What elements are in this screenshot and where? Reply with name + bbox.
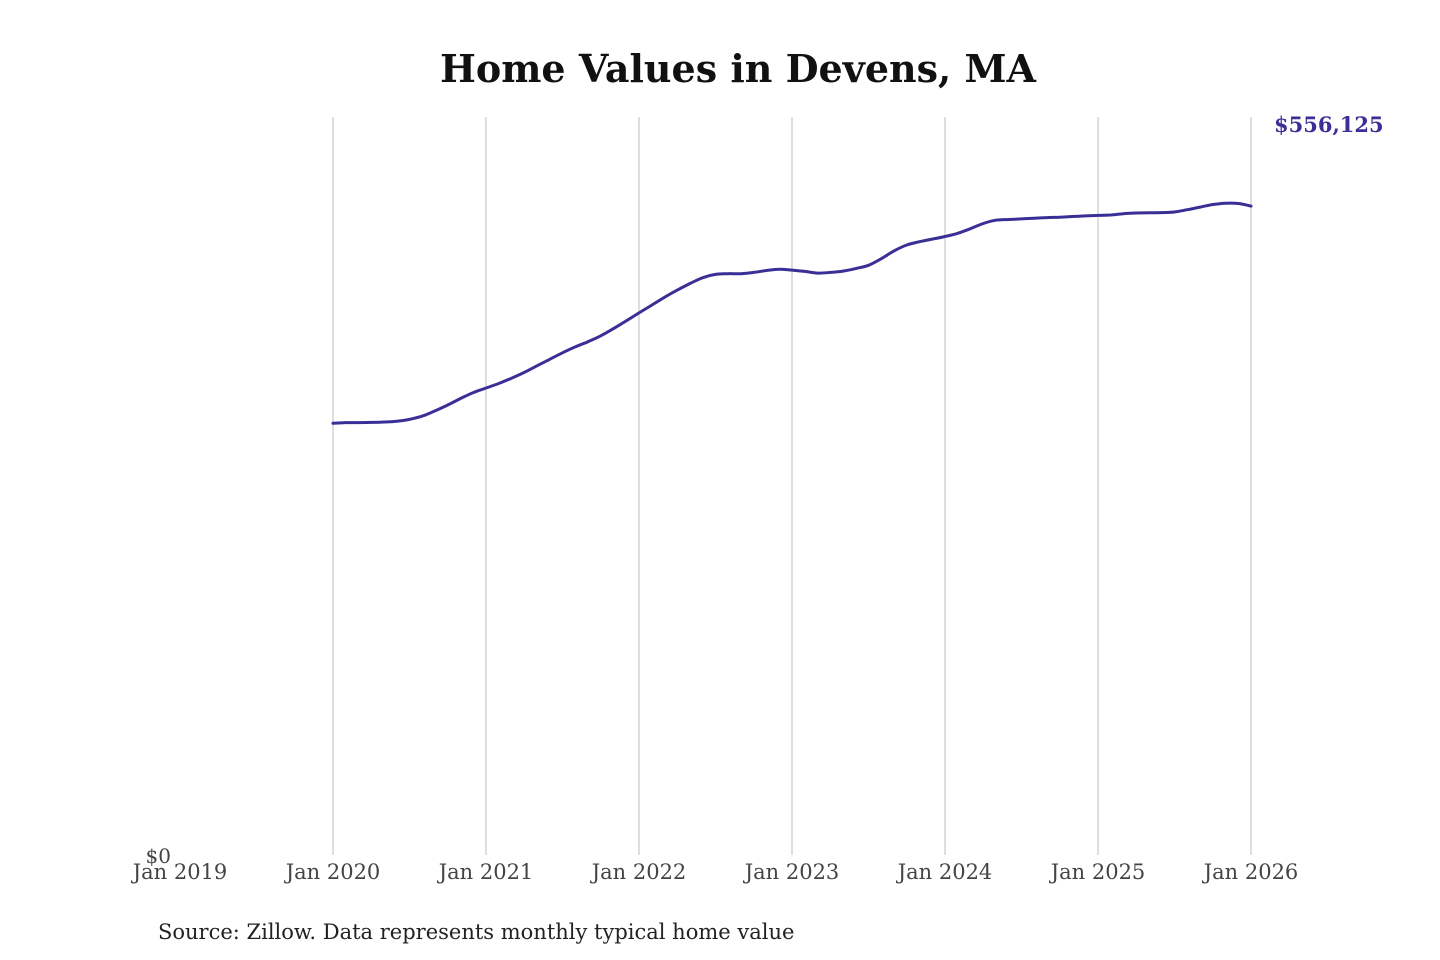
x-tick-label-2019-01: Jan 2019 (131, 860, 228, 884)
series-line-0 (331, 201, 1253, 425)
x-tick-label-2026-01: Jan 2026 (1202, 860, 1299, 884)
end-value-label: $556,125 (1274, 112, 1384, 137)
series-layer (331, 201, 1253, 425)
x-tick-label-2024-01: Jan 2024 (896, 860, 993, 884)
x-tick-label-2023-01: Jan 2023 (743, 860, 840, 884)
source-note: Source: Zillow. Data represents monthly … (158, 920, 794, 944)
y-tick-label-zero: $0 (146, 844, 171, 868)
x-tick-label-2025-01: Jan 2025 (1049, 860, 1146, 884)
x-tick-label-2020-01: Jan 2020 (284, 860, 381, 884)
chart-title: Home Values in Devens, MA (440, 46, 1037, 91)
grid-lines (332, 117, 1252, 855)
x-axis-ticks: Jan 2019 Jan 2020 Jan 2021 Jan 2022 Jan 2023… (131, 860, 1299, 884)
x-tick-label-2021-01: Jan 2021 (437, 860, 534, 884)
x-tick-label-2022-01: Jan 2022 (590, 860, 687, 884)
